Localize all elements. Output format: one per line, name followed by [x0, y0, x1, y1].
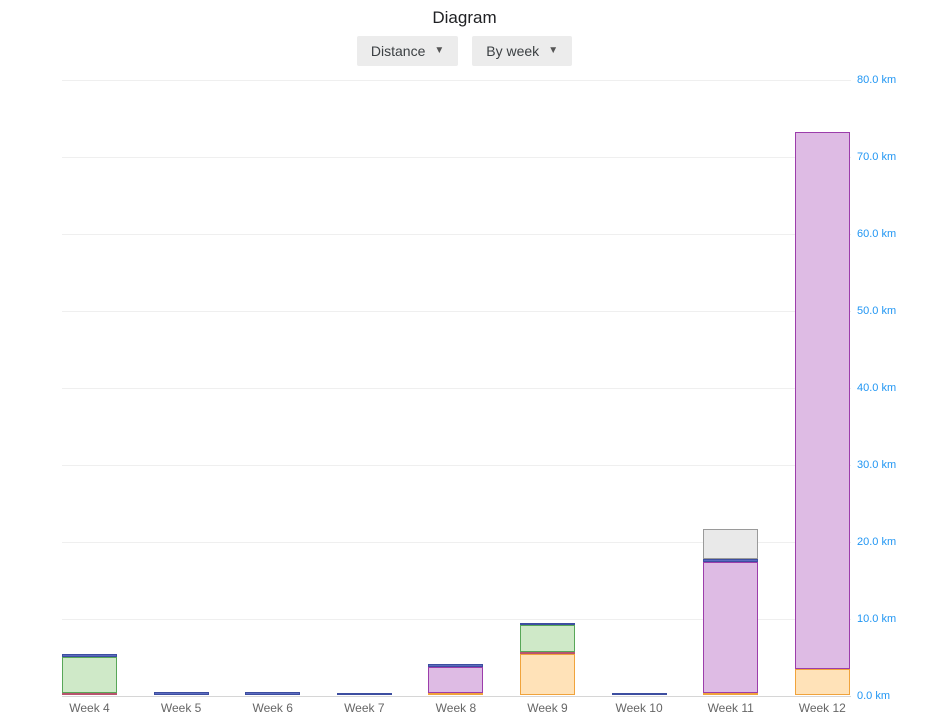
green-segment[interactable] [62, 657, 117, 693]
blue-segment[interactable] [428, 664, 484, 667]
bar-week-5 [153, 692, 209, 695]
bar-week-6 [245, 692, 301, 695]
x-axis-tick-label: Week 7 [344, 701, 385, 715]
gridline [62, 542, 851, 543]
x-axis-tick-label: Week 11 [707, 701, 754, 715]
gridline [62, 465, 851, 466]
y-axis-tick-label: 70.0 km [857, 151, 897, 163]
y-axis-tick-label: 10.0 km [857, 613, 897, 625]
y-axis-tick-label: 20.0 km [857, 536, 897, 548]
bar-week-8 [428, 664, 484, 695]
bar-week-12 [794, 132, 850, 695]
chevron-down-icon: ▼ [548, 45, 559, 56]
blue-segment[interactable] [611, 693, 667, 695]
x-axis-tick-label: Week 4 [69, 701, 110, 715]
red-segment[interactable] [520, 652, 575, 654]
gray-segment[interactable] [703, 529, 759, 559]
gridline [62, 157, 851, 158]
orange-segment[interactable] [428, 693, 484, 695]
gridline [62, 311, 851, 312]
blue-segment[interactable] [245, 692, 301, 695]
bar-week-11 [703, 529, 759, 695]
metric-dropdown-label: Distance [370, 43, 426, 59]
blue-segment[interactable] [520, 623, 575, 625]
blue-segment[interactable] [336, 693, 392, 695]
y-axis-tick-label: 40.0 km [857, 382, 897, 394]
y-axis-tick-label: 30.0 km [857, 459, 897, 471]
bar-week-10 [611, 693, 667, 695]
green-segment[interactable] [520, 625, 575, 652]
bar-week-9 [520, 623, 575, 695]
y-axis-tick-label: 50.0 km [857, 305, 897, 317]
x-axis-tick-label: Week 10 [615, 701, 663, 715]
purple-segment[interactable] [794, 132, 850, 669]
orange-segment[interactable] [520, 654, 575, 695]
purple-segment[interactable] [428, 667, 484, 693]
gridline [62, 619, 851, 620]
page-title: Diagram [432, 8, 497, 27]
gridline [62, 234, 851, 235]
blue-segment[interactable] [703, 559, 759, 562]
chevron-down-icon: ▼ [434, 45, 445, 56]
gridline [62, 388, 851, 389]
x-axis-tick-label: Week 6 [252, 701, 293, 715]
y-axis-tick-label: 80.0 km [857, 74, 897, 86]
gridline [62, 80, 851, 81]
blue-segment[interactable] [153, 692, 209, 695]
chart-toolbar: Distance ▼ By week ▼ [0, 36, 929, 66]
purple-segment[interactable] [703, 562, 759, 693]
gridline [62, 696, 851, 697]
orange-segment[interactable] [794, 669, 850, 695]
bar-week-4 [62, 654, 117, 695]
blue-segment[interactable] [62, 654, 117, 657]
bar-chart-plot-area: 80.0 km 70.0 km 60.0 km 50.0 km 40.0 km 30.0 … [62, 74, 896, 715]
x-axis-tick-label: Week 8 [435, 701, 477, 715]
metric-dropdown[interactable]: Distance ▼ [356, 36, 459, 66]
x-axis-tick-label: Week 5 [160, 701, 202, 715]
orange-segment[interactable] [703, 693, 759, 695]
y-axis-tick-label: 60.0 km [857, 228, 897, 240]
grouping-dropdown-label: By week [486, 43, 540, 59]
bar-week-7 [336, 693, 392, 695]
red-segment[interactable] [62, 693, 117, 695]
x-axis-tick-label: Week 12 [798, 701, 846, 715]
y-axis-tick-label: 0.0 km [857, 690, 891, 702]
grouping-dropdown[interactable]: By week ▼ [472, 36, 573, 66]
x-axis-tick-label: Week 9 [527, 701, 568, 715]
